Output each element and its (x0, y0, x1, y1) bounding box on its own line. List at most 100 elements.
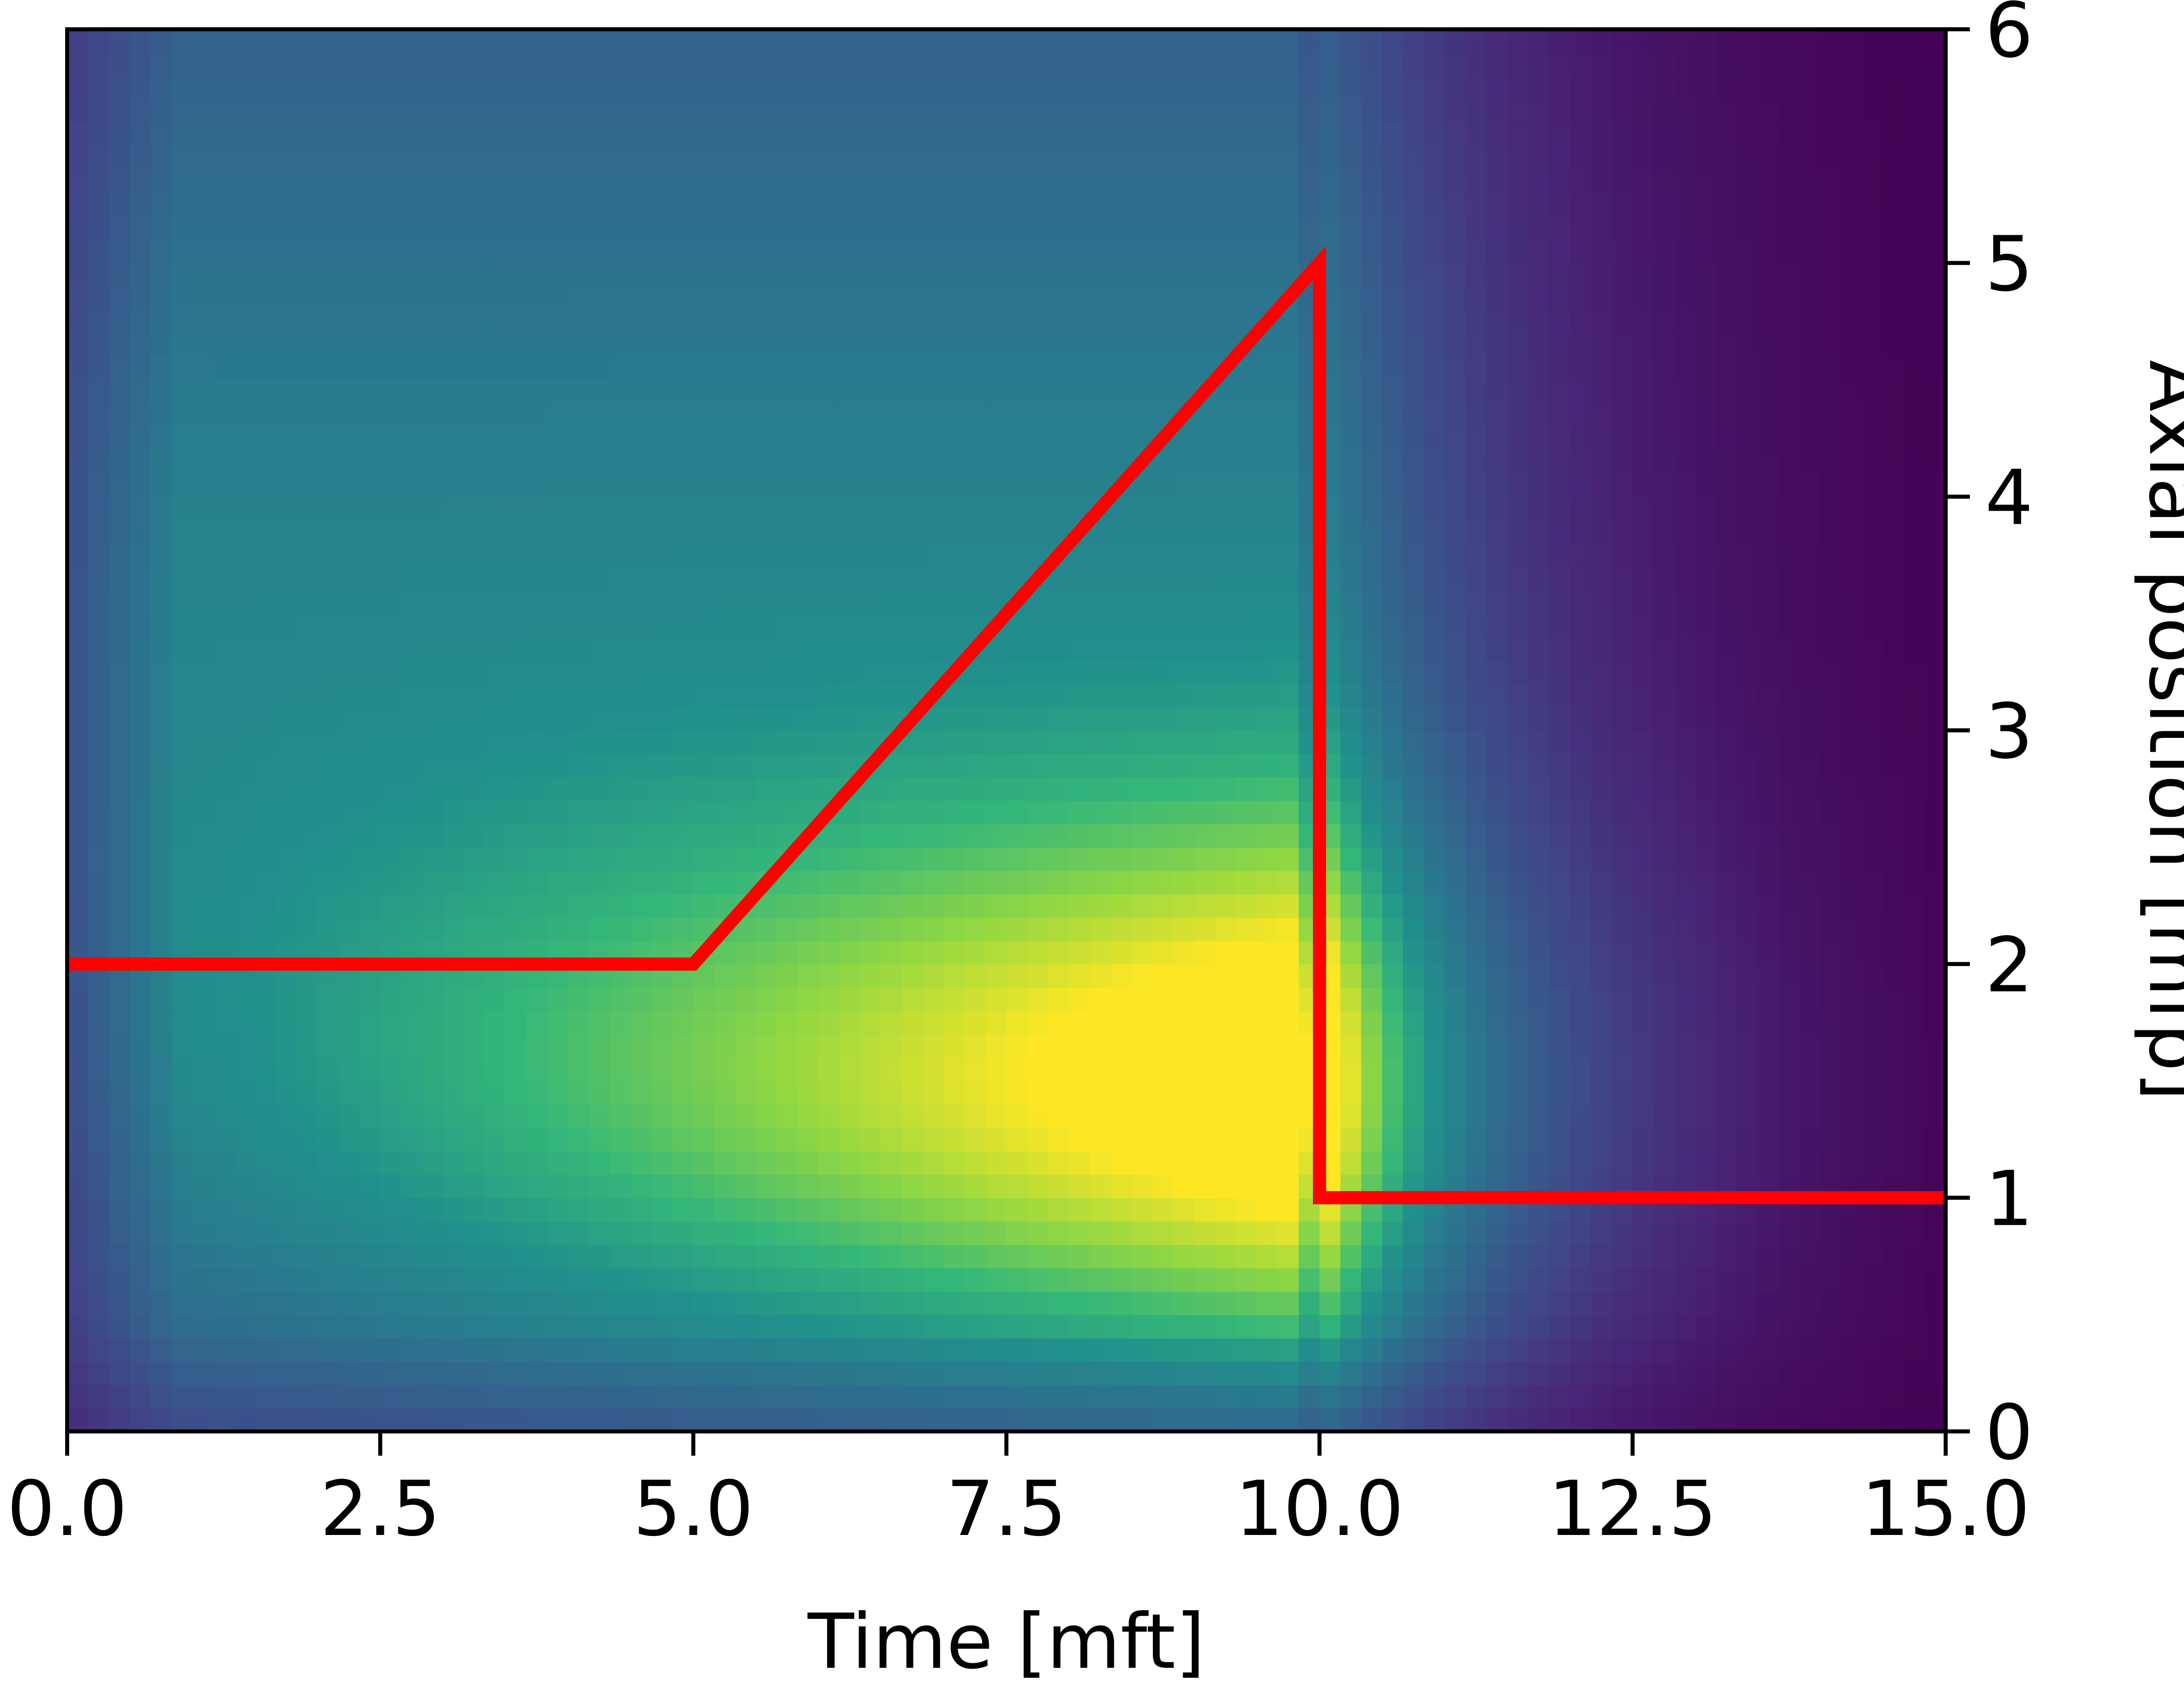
heatmap-cell (1048, 380, 1070, 404)
heatmap-cell (88, 1408, 110, 1431)
heatmap-cell (1382, 216, 1404, 240)
heatmap-cell (318, 450, 339, 474)
heatmap-cell (1257, 1221, 1279, 1245)
heatmap-cell (1257, 497, 1279, 521)
heatmap-cell (109, 1151, 130, 1175)
heatmap-cell (234, 1291, 256, 1315)
heatmap-cell (192, 380, 214, 404)
heatmap-cell (944, 1268, 966, 1292)
heatmap-cell (902, 1081, 924, 1105)
heatmap-cell (1465, 987, 1487, 1012)
heatmap-cell (380, 754, 402, 778)
heatmap-cell (88, 987, 110, 1012)
heatmap-cell (318, 520, 339, 544)
heatmap-cell (318, 824, 339, 848)
heatmap-cell (1737, 263, 1758, 287)
heatmap-cell (338, 169, 360, 193)
heatmap-cell (631, 1104, 652, 1128)
heatmap-cell (944, 1057, 966, 1081)
heatmap-cell (380, 53, 402, 77)
heatmap-cell (1110, 239, 1132, 264)
heatmap-cell (1799, 1268, 1821, 1292)
heatmap-cell (923, 473, 944, 498)
heatmap-cell (464, 520, 485, 544)
heatmap-cell (296, 29, 318, 54)
heatmap-cell (547, 76, 569, 100)
heatmap-cell (1236, 1244, 1257, 1269)
heatmap-cell (1445, 590, 1466, 614)
heatmap-cell (756, 824, 778, 848)
heatmap-cell (819, 1174, 840, 1199)
heatmap-cell (964, 987, 986, 1012)
heatmap-cell (192, 1361, 214, 1385)
heatmap-cell (380, 1034, 402, 1058)
heatmap-cell (1716, 987, 1738, 1012)
heatmap-cell (985, 940, 1007, 965)
heatmap-cell (1110, 707, 1132, 731)
heatmap-cell (380, 380, 402, 404)
heatmap-cell (464, 123, 485, 147)
heatmap-cell (296, 76, 318, 100)
heatmap-cell (1737, 1314, 1758, 1338)
heatmap-cell (944, 169, 966, 193)
heatmap-cell (1027, 800, 1049, 825)
heatmap-cell (171, 917, 193, 941)
heatmap-cell (923, 636, 944, 661)
heatmap-cell (401, 660, 423, 684)
heatmap-cell (464, 1081, 485, 1105)
heatmap-cell (296, 1104, 318, 1128)
heatmap-cell (672, 426, 694, 451)
heatmap-cell (1006, 1268, 1028, 1292)
heatmap-cell (192, 824, 214, 848)
heatmap-cell (1110, 1011, 1132, 1035)
heatmap-cell (464, 1198, 485, 1222)
heatmap-cell (1591, 917, 1612, 941)
heatmap-cell (359, 356, 381, 380)
heatmap-cell (1361, 216, 1383, 240)
heatmap-cell (1507, 1151, 1529, 1175)
heatmap-cell (255, 800, 277, 825)
heatmap-cell (1069, 987, 1091, 1012)
heatmap-cell (67, 1221, 89, 1245)
heatmap-cell (568, 543, 590, 568)
heatmap-cell (1570, 263, 1592, 287)
heatmap-cell (130, 520, 151, 544)
heatmap-cell (296, 1361, 318, 1385)
heatmap-cell (1278, 940, 1299, 965)
heatmap-cell (213, 1057, 235, 1081)
heatmap-cell (192, 169, 214, 193)
heatmap-cell (1090, 987, 1111, 1012)
heatmap-cell (1758, 53, 1780, 77)
heatmap-cell (1445, 1127, 1466, 1152)
heatmap-cell (443, 683, 465, 708)
heatmap-cell (1403, 800, 1425, 825)
heatmap-cell (1653, 29, 1675, 54)
heatmap-cell (1319, 123, 1341, 147)
heatmap-cell (171, 123, 193, 147)
heatmap-cell (109, 847, 130, 871)
heatmap-cell (1278, 99, 1299, 124)
heatmap-cell (192, 520, 214, 544)
heatmap-cell (526, 1244, 548, 1269)
heatmap-cell (526, 730, 548, 755)
heatmap-cell (109, 1174, 130, 1199)
heatmap-cell (1465, 356, 1487, 380)
heatmap-cell (714, 1127, 736, 1152)
heatmap-cell (67, 1127, 89, 1152)
heatmap-cell (318, 870, 339, 895)
heatmap-cell (985, 1291, 1007, 1315)
heatmap-cell (944, 99, 966, 124)
heatmap-cell (1257, 1198, 1279, 1222)
heatmap-cell (1278, 1127, 1299, 1152)
heatmap-cell (296, 847, 318, 871)
heatmap-cell (631, 520, 652, 544)
heatmap-cell (67, 1268, 89, 1292)
heatmap-cell (1549, 520, 1570, 544)
heatmap-cell (860, 450, 882, 474)
heatmap-cell (1528, 1408, 1550, 1431)
heatmap-cell (1716, 917, 1738, 941)
heatmap-cell (1340, 333, 1362, 357)
heatmap-cell (1424, 310, 1445, 334)
heatmap-cell (1633, 1057, 1654, 1081)
heatmap-cell (380, 917, 402, 941)
